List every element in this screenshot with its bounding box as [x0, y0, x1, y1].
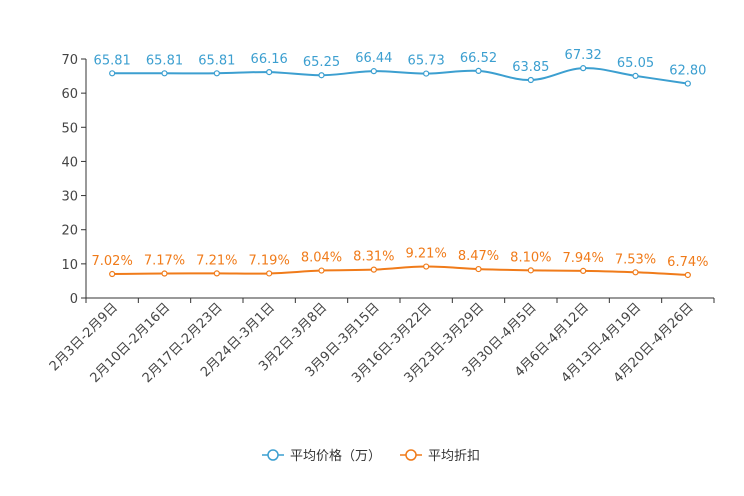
data-point[interactable] — [684, 80, 691, 87]
data-point[interactable] — [527, 267, 534, 274]
series-layer: 65.81 65.81 65.81 66.16 65.25 66.44 65.73 66.52… — [92, 48, 708, 279]
data-label: 62.80 — [669, 64, 706, 79]
data-point[interactable] — [161, 270, 168, 277]
data-point[interactable] — [370, 68, 377, 75]
axes: 0102030405060702月3日-2月9日2月10日-2月16日2月17日… — [47, 53, 715, 386]
data-point[interactable] — [580, 267, 587, 274]
data-point[interactable] — [109, 270, 116, 278]
y-tick-label: 10 — [61, 258, 78, 273]
data-label: 65.81 — [146, 53, 183, 68]
y-tick-label: 50 — [61, 121, 78, 136]
data-label: 63.85 — [512, 60, 549, 75]
legend-label: 平均折扣 — [428, 449, 480, 464]
data-label: 8.10% — [510, 250, 551, 265]
legend-marker-icon — [267, 449, 279, 461]
legend-marker-icon — [405, 449, 417, 461]
data-point[interactable] — [161, 70, 168, 77]
data-point[interactable] — [213, 270, 220, 277]
data-point[interactable] — [109, 70, 116, 77]
data-point[interactable] — [266, 69, 273, 76]
y-tick-label: 20 — [61, 224, 78, 239]
data-point[interactable] — [475, 265, 482, 273]
data-point[interactable] — [370, 266, 377, 273]
data-label: 65.73 — [408, 54, 445, 69]
data-label: 7.53% — [615, 252, 656, 267]
data-label: 9.21% — [406, 247, 447, 262]
data-point[interactable] — [266, 270, 273, 277]
data-label: 65.25 — [303, 55, 340, 70]
data-point[interactable] — [213, 70, 220, 77]
data-label: 7.21% — [196, 253, 237, 268]
data-label: 7.02% — [92, 254, 133, 269]
data-label: 66.52 — [460, 51, 497, 66]
data-label: 7.17% — [144, 254, 185, 269]
legend-item-2[interactable]: 平均折扣 — [400, 449, 480, 464]
series-line-2 — [112, 265, 688, 276]
data-point[interactable] — [423, 263, 430, 270]
y-tick-label: 30 — [61, 190, 78, 205]
data-label: 65.81 — [198, 53, 235, 68]
series-line-1 — [112, 67, 688, 85]
legend-label: 平均价格（万） — [290, 448, 381, 464]
y-tick-label: 0 — [70, 292, 78, 307]
data-label: 7.94% — [563, 251, 604, 266]
data-point[interactable] — [475, 67, 482, 74]
data-point[interactable] — [527, 76, 534, 84]
y-tick-label: 70 — [61, 53, 78, 68]
data-label: 7.19% — [249, 253, 290, 268]
y-tick-label: 60 — [61, 87, 78, 102]
data-label: 67.32 — [565, 48, 602, 63]
data-label: 6.74% — [667, 255, 708, 270]
data-label: 66.16 — [251, 52, 288, 67]
legend-item-1[interactable]: 平均价格（万） — [262, 448, 381, 464]
data-point[interactable] — [318, 72, 325, 79]
data-point[interactable] — [580, 65, 587, 72]
data-label: 66.44 — [355, 51, 392, 66]
data-point[interactable] — [684, 271, 691, 279]
data-label: 8.47% — [458, 249, 499, 264]
data-point[interactable] — [632, 72, 639, 80]
y-tick-label: 40 — [61, 155, 78, 170]
data-label: 8.31% — [353, 250, 394, 265]
legend[interactable]: 平均价格（万） 平均折扣 — [262, 448, 480, 464]
data-label: 65.81 — [94, 53, 131, 68]
data-label: 8.04% — [301, 251, 342, 266]
data-point[interactable] — [318, 267, 325, 274]
data-label: 65.05 — [617, 56, 654, 71]
data-point[interactable] — [423, 70, 430, 77]
data-point[interactable] — [632, 269, 639, 276]
